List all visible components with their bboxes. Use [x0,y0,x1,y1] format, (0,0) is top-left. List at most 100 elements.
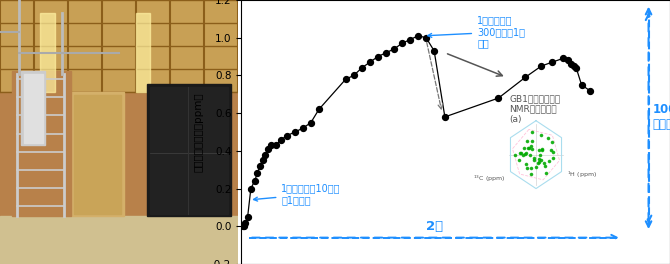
Text: $^{1}$H (ppm): $^{1}$H (ppm) [567,170,596,180]
Point [517,153,528,157]
Point [523,146,534,150]
Point [239,224,249,228]
Point [536,64,547,68]
Text: $^{13}$C (ppm): $^{13}$C (ppm) [473,173,505,183]
Bar [0,92,238,264]
Point [493,96,504,100]
Bar [0,0,238,92]
Point [522,166,533,171]
Point [263,147,273,151]
Point [440,115,450,119]
Point [547,60,557,64]
Text: GB1タンパク質の
NMRスペクトル
(a): GB1タンパク質の NMRスペクトル (a) [509,94,560,124]
Point [527,139,537,143]
Point [364,60,375,64]
Point [525,153,535,157]
Point [529,158,539,163]
Point [413,34,423,38]
Point [539,163,550,168]
Bar [71,92,124,216]
Point [535,153,545,157]
Point [237,224,248,228]
Point [576,83,587,87]
Point [520,75,531,79]
Text: 1時間あたり
300億分の1の
変化: 1時間あたり 300億分の1の 変化 [427,16,525,49]
Point [297,126,308,130]
Bar [74,95,121,214]
Point [533,161,543,165]
Point [515,151,525,155]
Point [381,51,391,55]
Point [526,172,537,177]
Point [544,159,555,163]
Text: 1時間あたり10億分
の1の変化: 1時間あたり10億分 の1の変化 [253,183,341,205]
Point [521,162,532,166]
Point [571,66,582,70]
Y-axis label: 中心磁場の変化（ppm）: 中心磁場の変化（ppm） [194,92,204,172]
Point [563,58,574,63]
Point [314,107,324,111]
Point [533,160,544,164]
Point [260,153,271,157]
Point [522,139,533,143]
Point [340,77,351,81]
Point [526,166,537,170]
Point [271,143,281,147]
Point [252,171,263,176]
Point [240,220,251,225]
Point [421,36,431,40]
Point [536,148,547,152]
Point [527,147,538,151]
Point [547,156,558,160]
Bar [150,87,228,214]
Point [568,64,579,68]
Bar [0,216,238,264]
Point [306,120,316,125]
Point [536,133,547,137]
Point [521,151,532,155]
Point [514,158,525,162]
Point [245,186,256,191]
Point [373,54,383,59]
Bar [135,13,150,92]
Text: 100万分の1
の変化: 100万分の1 の変化 [653,103,670,131]
Point [243,215,253,219]
Point [547,149,558,154]
Bar [40,13,55,92]
Bar [21,71,45,145]
Point [546,140,557,144]
Point [249,179,260,183]
Point [519,146,530,150]
Point [536,158,547,162]
Point [537,147,547,151]
Point [531,164,541,169]
Point [516,151,527,155]
Point [257,158,268,162]
Point [405,37,415,42]
Point [541,171,552,176]
Point [527,130,537,134]
Point [397,41,407,45]
Point [255,164,265,168]
Bar [24,74,43,143]
Point [265,143,276,147]
Point [557,56,568,60]
Point [389,47,399,51]
Bar [147,84,230,216]
Point [534,157,545,161]
Point [429,49,440,53]
Bar [12,71,72,216]
Point [543,135,553,140]
Point [565,62,576,66]
Text: 2年: 2年 [425,220,443,233]
Point [523,146,534,150]
Point [356,66,367,70]
Point [545,147,556,152]
Point [526,144,537,148]
Point [520,152,531,156]
Point [509,152,520,157]
Point [529,156,539,160]
Point [281,134,292,138]
Point [539,161,549,165]
Point [584,88,595,93]
